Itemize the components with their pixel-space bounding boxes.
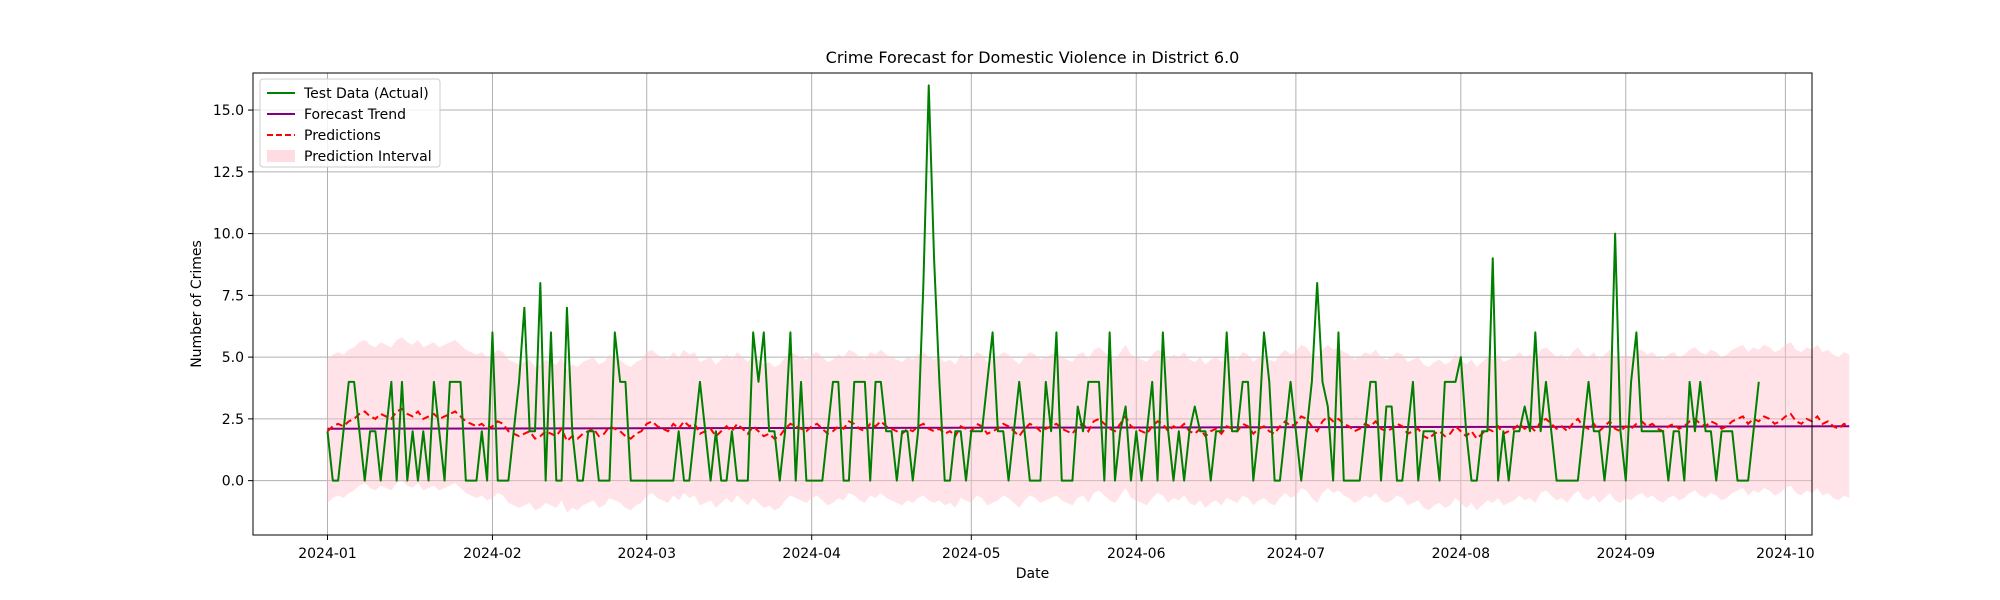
predictions-line — [326, 407, 1850, 443]
y-tick-label: 0.0 — [222, 474, 244, 490]
legend-box — [259, 78, 441, 168]
x-axis-ticks: 2024-01 2024-02 2024-03 2024-04 2024-05 2024-… — [298, 535, 1815, 562]
series-layer — [326, 84, 1850, 482]
y-axis-title: Number of Crimes — [189, 240, 205, 368]
y-tick-label: 5.0 — [222, 350, 244, 366]
x-tick-label: 2024-10 — [1756, 546, 1815, 562]
x-tick-label: 2024-05 — [942, 546, 1001, 562]
x-tick-label: 2024-09 — [1597, 546, 1656, 562]
x-tick-label: 2024-01 — [298, 546, 357, 562]
legend-swatch-interval — [267, 150, 295, 162]
y-tick-label: 15.0 — [213, 103, 244, 119]
prediction-interval-band — [327, 337, 1850, 513]
legend-label-trend: Forecast Trend — [304, 107, 406, 123]
x-tick-label: 2024-04 — [782, 546, 841, 562]
legend: Test Data (Actual) Forecast Trend Predic… — [259, 78, 441, 168]
y-tick-label: 2.5 — [222, 412, 244, 428]
y-tick-label: 10.0 — [213, 227, 244, 243]
legend-label-actual: Test Data (Actual) — [303, 86, 429, 102]
actual-data-line — [326, 84, 1760, 482]
x-tick-label: 2024-07 — [1267, 546, 1326, 562]
prediction-interval-area — [327, 337, 1850, 513]
legend-label-predictions: Predictions — [304, 128, 381, 144]
plot-frame — [252, 72, 1813, 536]
x-tick-label: 2024-08 — [1432, 546, 1491, 562]
y-tick-label: 12.5 — [213, 165, 244, 181]
y-tick-label: 7.5 — [222, 288, 244, 304]
x-axis-title: Date — [1016, 566, 1049, 582]
x-tick-label: 2024-06 — [1107, 546, 1166, 562]
x-tick-label: 2024-03 — [617, 546, 676, 562]
chart-title: Crime Forecast for Domestic Violence in … — [826, 48, 1240, 67]
legend-label-interval: Prediction Interval — [304, 149, 432, 165]
y-axis-ticks: 0.0 2.5 5.0 7.5 10.0 12.5 15.0 — [213, 103, 253, 490]
x-tick-label: 2024-02 — [463, 546, 522, 562]
